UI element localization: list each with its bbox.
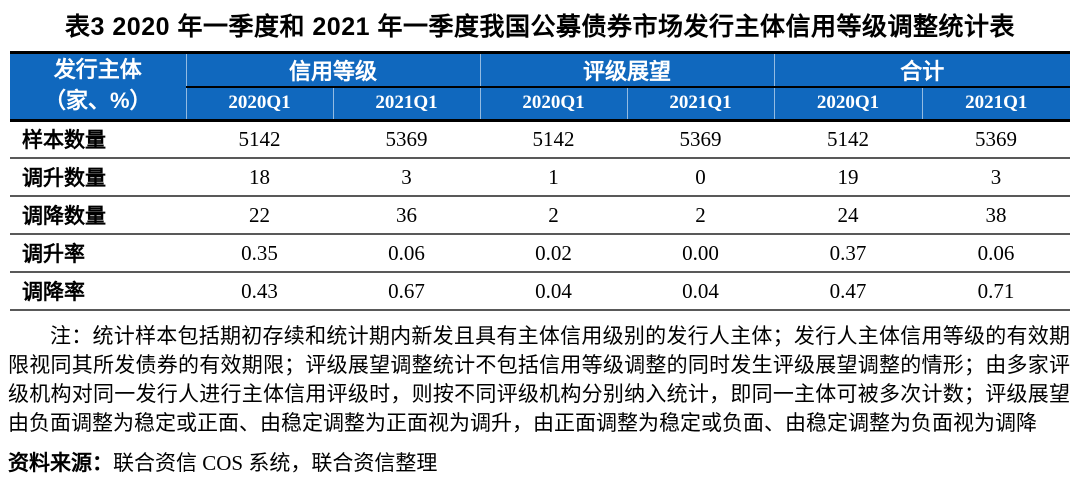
cell-value: 24 [837,202,859,227]
credit-rating-adjustment-table: 发行主体 （家、%） 信用等级 评级展望 合计 2020Q1 2021Q1 20… [10,51,1071,311]
corner-header-line2: （家、%） [43,88,152,114]
group-header-credit-rating: 信用等级 [185,52,481,88]
cell-value: 0.35 [241,240,278,265]
subheader-credit-2020q1: 2020Q1 [185,87,333,122]
cell-value: 3 [990,164,1002,189]
table-body: 样本数量 5142 5369 5142 5369 5142 5369 调升数量 … [10,120,1071,310]
cell-value: 5369 [975,126,1018,151]
subheader-total-2020q1: 2020Q1 [773,87,923,122]
table-row-upgrade-count: 调升数量 18 3 1 0 19 3 [10,158,1071,196]
cell-value: 0.00 [682,240,719,265]
cell-value: 5369 [385,126,428,151]
table-row-sample-count: 样本数量 5142 5369 5142 5369 5142 5369 [10,120,1071,158]
subheader-total-2021q1: 2021Q1 [921,87,1071,122]
table-footnote: 注：统计样本包括期初存续和统计期内新发且具有主体信用级别的发行人主体；发行人主体… [8,324,1070,435]
page-title: 表3 2020 年一季度和 2021 年一季度我国公募债券市场发行主体信用等级调… [65,13,1015,41]
data-source-text: 联合资信 COS 系统，联合资信整理 [113,451,438,475]
cell-value: 0.37 [829,240,867,265]
data-source-label: 资料来源： [8,451,113,475]
group-header-total: 合计 [773,52,1071,88]
group-header-rating-outlook: 评级展望 [479,52,775,88]
cell-value: 0.04 [535,278,572,303]
cell-value: 5142 [532,126,575,151]
subheader-outlook-2021q1: 2021Q1 [626,87,775,122]
cell-value: 22 [249,202,270,227]
row-label: 调升数量 [22,167,106,190]
cell-value: 36 [396,202,417,227]
cell-value: 0.04 [682,278,719,303]
table-row-downgrade-rate: 调降率 0.43 0.67 0.04 0.04 0.47 0.71 [10,272,1071,310]
table-header-quarter-row: 2020Q1 2021Q1 2020Q1 2021Q1 2020Q1 2021Q… [10,87,1071,122]
cell-value: 0.06 [388,240,425,265]
cell-value: 5142 [238,126,281,151]
table-row-upgrade-rate: 调升率 0.35 0.06 0.02 0.00 0.37 0.06 [10,234,1071,272]
cell-value: 0.47 [829,278,867,303]
row-label: 调升率 [22,243,85,266]
cell-value: 0 [695,164,706,189]
corner-header-issuer: 发行主体 （家、%） [10,52,186,122]
row-label: 调降率 [22,281,85,304]
row-label: 样本数量 [22,129,106,153]
cell-value: 0.43 [241,278,278,303]
cell-value: 5369 [679,126,722,151]
row-label: 调降数量 [22,205,106,228]
cell-value: 2 [548,202,559,227]
table-header-group-row: 发行主体 （家、%） 信用等级 评级展望 合计 [10,52,1071,122]
subheader-credit-2021q1: 2021Q1 [332,87,481,122]
cell-value: 1 [548,164,559,189]
cell-value: 19 [837,164,859,189]
data-source-line: 资料来源：联合资信 COS 系统，联合资信整理 [8,447,1070,477]
cell-value: 0.06 [977,240,1015,265]
table-header: 发行主体 （家、%） 信用等级 评级展望 合计 2020Q1 2021Q1 20… [10,52,1071,122]
table-row-downgrade-count: 调降数量 22 36 2 2 24 38 [10,196,1071,234]
cell-value: 0.02 [535,240,572,265]
cell-value: 18 [249,164,270,189]
cell-value: 2 [695,202,706,227]
cell-value: 0.71 [977,278,1015,303]
subheader-outlook-2020q1: 2020Q1 [479,87,628,122]
cell-value: 38 [985,202,1007,227]
corner-header-line1: 发行主体 [53,57,142,83]
cell-value: 3 [401,164,412,189]
cell-value: 0.67 [388,278,425,303]
cell-value: 5142 [827,126,870,151]
